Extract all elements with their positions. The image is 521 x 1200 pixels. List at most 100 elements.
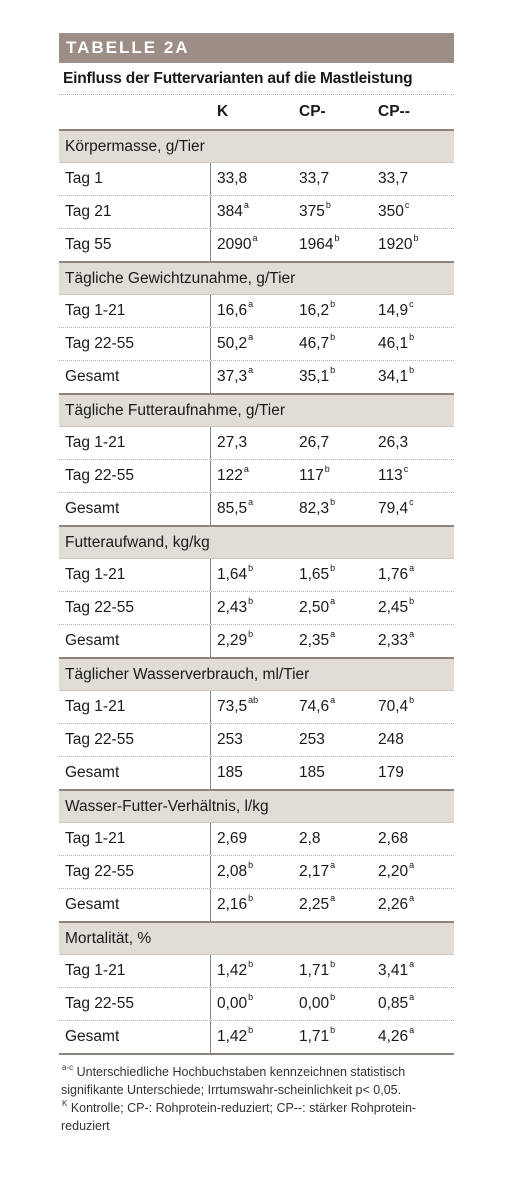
value-text: 253 — [217, 731, 243, 748]
value-text: 82,3 — [299, 500, 330, 517]
value-cell: 70,4b — [372, 691, 454, 723]
row-label: Gesamt — [59, 361, 211, 393]
value-text: 70,4 — [378, 698, 409, 715]
significance-letter: b — [330, 298, 336, 309]
value-cell: 2,17a — [293, 856, 372, 888]
value-cell: 185 — [293, 757, 372, 789]
row-label: Tag 1-21 — [59, 823, 211, 855]
value-text: 1,42 — [217, 1028, 248, 1045]
value-cell: 2,69 — [211, 823, 293, 855]
significance-letter: b — [413, 232, 419, 243]
section-header: Tägliche Futteraufnahme, g/Tier — [59, 395, 454, 427]
section-rows: Tag 1-21 73,5ab 74,6a 70,4b Tag 22-55 253 253 2… — [59, 691, 454, 791]
significance-letter: b — [330, 496, 336, 507]
significance-letter: b — [334, 232, 340, 243]
value-text: 2,69 — [217, 830, 248, 847]
value-text: 2,08 — [217, 863, 248, 880]
significance-letter: b — [324, 463, 330, 474]
value-text: 0,00 — [217, 995, 248, 1012]
footnote: a-c Unterschiedliche Hochbuchstaben kenn… — [61, 1063, 454, 1099]
row-label: Tag 22-55 — [59, 460, 211, 492]
section-rows: Tag 1-21 2,69 2,8 2,68 Tag 22-55 2,08b 2,17a 2,… — [59, 823, 454, 923]
significance-letter: b — [330, 958, 336, 969]
value-text: 2,50 — [299, 599, 330, 616]
table-row: Tag 22-55 2,08b 2,17a 2,20a — [59, 856, 454, 889]
value-cell: 4,26a — [372, 1021, 454, 1053]
value-cell: 1,42b — [211, 955, 293, 987]
section-header: Mortalität, % — [59, 923, 454, 955]
value-text: 1,65 — [299, 566, 330, 583]
section-rows: Tag 1-21 1,42b 1,71b 3,41a Tag 22-55 0,00b 0,0… — [59, 955, 454, 1055]
table-row: Tag 55 2090a 1964b 1920b — [59, 229, 454, 263]
value-text: 117 — [299, 467, 324, 484]
footnotes: a-c Unterschiedliche Hochbuchstaben kenn… — [59, 1063, 454, 1135]
value-cell: 253 — [293, 724, 372, 756]
value-cell: 350c — [372, 196, 454, 228]
value-text: 33,7 — [299, 170, 330, 187]
value-cell: 50,2a — [211, 328, 293, 360]
value-cell: 79,4c — [372, 493, 454, 525]
footnote-text: Kontrolle; CP-: Rohprotein-reduziert; CP… — [61, 1101, 417, 1133]
value-cell: 37,3a — [211, 361, 293, 393]
row-label: Tag 22-55 — [59, 592, 211, 624]
value-text: 46,7 — [299, 335, 330, 352]
value-cell: 33,7 — [293, 163, 372, 195]
value-text: 2,16 — [217, 896, 248, 913]
significance-letter: a — [330, 595, 336, 606]
value-text: 73,5 — [217, 698, 248, 715]
value-cell: 0,00b — [293, 988, 372, 1020]
row-label: Gesamt — [59, 493, 211, 525]
table-number-banner: TABELLE 2A — [59, 33, 454, 63]
significance-letter: b — [248, 859, 254, 870]
value-text: 16,6 — [217, 302, 248, 319]
value-text: 33,7 — [378, 170, 409, 187]
value-cell: 1,42b — [211, 1021, 293, 1053]
value-cell: 2,8 — [293, 823, 372, 855]
section-rows: Tag 1-21 1,64b 1,65b 1,76a Tag 22-55 2,43b 2,5… — [59, 559, 454, 659]
significance-letter: b — [248, 991, 254, 1002]
significance-letter: a — [409, 991, 415, 1002]
value-cell: 46,1b — [372, 328, 454, 360]
value-text: 2,68 — [378, 830, 409, 847]
significance-letter: b — [248, 595, 254, 606]
row-label: Gesamt — [59, 625, 211, 657]
value-cell: 384a — [211, 196, 293, 228]
significance-letter: b — [330, 562, 336, 573]
significance-letter: a — [330, 859, 336, 870]
value-text: 3,41 — [378, 962, 409, 979]
value-text: 384 — [217, 203, 243, 220]
value-cell: 3,41a — [372, 955, 454, 987]
value-text: 26,3 — [378, 434, 409, 451]
value-cell: 1964b — [293, 229, 372, 261]
value-cell: 1920b — [372, 229, 454, 261]
row-label: Tag 1-21 — [59, 691, 211, 723]
value-text: 0,85 — [378, 995, 409, 1012]
value-text: 50,2 — [217, 335, 248, 352]
row-label: Tag 22-55 — [59, 724, 211, 756]
value-cell: 2,08b — [211, 856, 293, 888]
value-text: 2,45 — [378, 599, 409, 616]
value-cell: 34,1b — [372, 361, 454, 393]
table-row: Gesamt 2,29b 2,35a 2,33a — [59, 625, 454, 659]
footnote-text: Unterschiedliche Hochbuchstaben kennzeic… — [61, 1065, 406, 1097]
value-text: 1,71 — [299, 962, 330, 979]
value-text: 33,8 — [217, 170, 248, 187]
value-cell: 375b — [293, 196, 372, 228]
value-text: 35,1 — [299, 368, 330, 385]
value-text: 1,64 — [217, 566, 248, 583]
value-text: 2,43 — [217, 599, 248, 616]
value-text: 2,17 — [299, 863, 330, 880]
significance-letter: a — [409, 562, 415, 573]
value-text: 79,4 — [378, 500, 409, 517]
value-cell: 113c — [372, 460, 454, 492]
row-label: Tag 22-55 — [59, 988, 211, 1020]
significance-letter: b — [409, 595, 415, 606]
value-cell: 117b — [293, 460, 372, 492]
table-row: Tag 1-21 1,42b 1,71b 3,41a — [59, 955, 454, 988]
significance-letter: b — [330, 331, 336, 342]
significance-letter: a — [409, 958, 415, 969]
value-text: 185 — [217, 764, 243, 781]
table-row: Tag 22-55 0,00b 0,00b 0,85a — [59, 988, 454, 1021]
value-text: 2,25 — [299, 896, 330, 913]
value-text: 85,5 — [217, 500, 248, 517]
